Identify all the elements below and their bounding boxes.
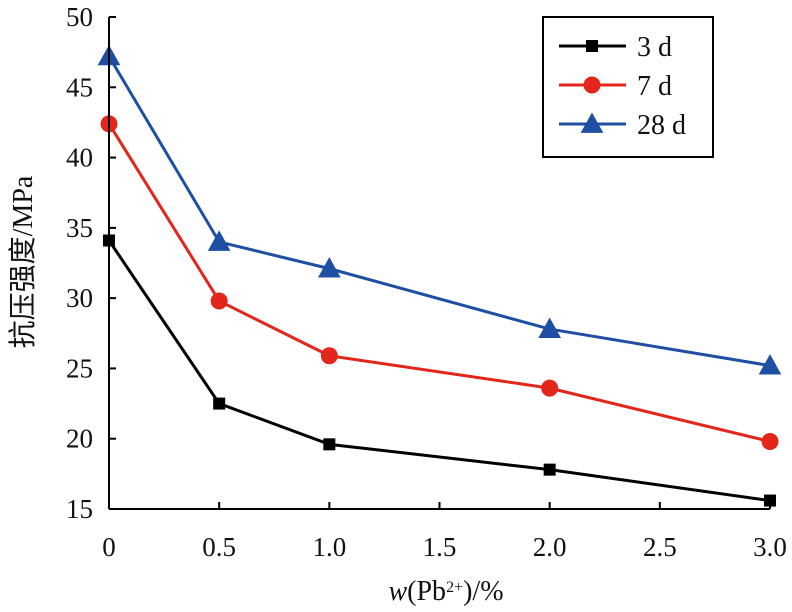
x-axis-title-superscript: 2+ [446, 579, 463, 596]
series-7-d [100, 115, 779, 451]
data-point-2-3 [538, 317, 562, 338]
legend-label-0: 3 d [637, 32, 672, 63]
data-point-1-4 [761, 433, 779, 451]
x-tick-label-0: 0 [102, 532, 116, 562]
legend-label-1: 7 d [637, 71, 672, 102]
x-tick-label-0.5: 0.5 [202, 532, 236, 562]
legend-label-2: 28 d [637, 110, 686, 141]
y-tick-label-20: 20 [66, 424, 93, 454]
y-tick-label-45: 45 [66, 72, 93, 102]
y-tick-label-50: 50 [66, 2, 93, 32]
data-point-2-4 [758, 354, 782, 375]
y-tick-label-40: 40 [66, 143, 93, 173]
legend-box [542, 16, 714, 158]
data-point-2-1 [207, 230, 231, 251]
legend-marker-1 [583, 76, 601, 94]
series-line-1 [107, 122, 772, 444]
y-tick-label-30: 30 [66, 283, 93, 313]
y-axis-title: 抗压强度/MPa [7, 175, 39, 348]
y-tick-label-15: 15 [66, 494, 93, 524]
x-tick-label-2.0: 2.0 [533, 532, 567, 562]
x-axis-title-main: (Pb [407, 576, 446, 607]
x-tick-label-1.5: 1.5 [423, 532, 457, 562]
legend-marker-0 [586, 40, 598, 52]
legend-marker-2 [580, 112, 604, 133]
data-point-1-1 [210, 292, 228, 310]
data-point-1-3 [541, 379, 559, 397]
axes: 15 20 25 30 35 40 45 50 0 0.5 1.0 1.5 2.0 2.5 3.0 [66, 2, 787, 562]
y-tick-label-35: 35 [66, 213, 93, 243]
x-axis-title-suffix: )/% [463, 576, 503, 607]
data-point-2-2 [317, 257, 341, 278]
x-tick-label-3.0: 3.0 [753, 532, 787, 562]
x-axis-title: w(Pb2+)/% [388, 576, 503, 607]
data-point-1-2 [320, 347, 338, 365]
plot-area [97, 44, 782, 507]
x-tick-label-2.5: 2.5 [643, 532, 677, 562]
y-tick-label-25: 25 [66, 353, 93, 383]
x-tick-label-1.0: 1.0 [312, 532, 346, 562]
legend-item-0: 3 d [559, 32, 672, 63]
data-point-0-1 [213, 397, 226, 410]
x-axis-title-italic: w [388, 576, 407, 607]
legend: 3 d 7 d 28 d [542, 16, 714, 158]
legend-item-2: 28 d [559, 110, 686, 141]
legend-item-1: 7 d [559, 71, 672, 102]
data-point-0-3 [543, 463, 556, 476]
data-point-0-2 [323, 438, 336, 451]
